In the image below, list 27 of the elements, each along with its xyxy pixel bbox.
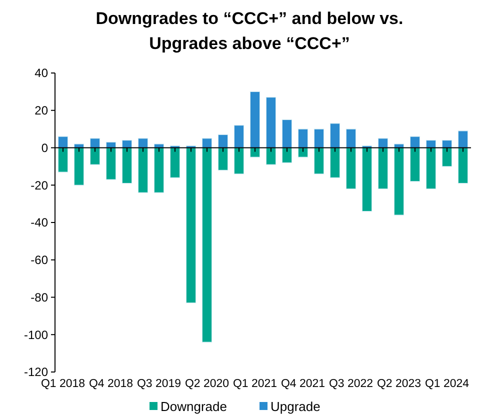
y-tick-label: 0 [41,140,48,155]
y-tick-label: 20 [34,104,48,118]
x-tick-label: Q3 2019 [136,378,182,390]
y-tick-label: -60 [30,253,48,268]
y-tick-label: -120 [24,365,48,380]
legend-label: Downgrade [160,399,227,414]
legend-label: Upgrade [270,399,320,414]
x-tick-label: Q1 2021 [232,378,278,390]
bar [186,147,196,304]
bar [154,147,164,193]
x-tick-label: Q3 2022 [328,378,374,390]
y-tick-label: -40 [30,216,48,230]
x-tick-label: Q4 2021 [280,378,326,390]
x-tick-label: Q1 2018 [40,378,86,390]
x-tick-label: Q2 2023 [376,378,422,390]
y-tick-label: -20 [30,178,48,192]
y-tick-label: 40 [34,66,48,80]
bar [394,147,404,216]
bar [74,147,84,186]
chart-title: Downgrades to “CCC+” and below vs. Upgrades above “CCC+” [96,9,404,53]
x-tick-label: Q1 2024 [424,378,470,390]
y-tick-label: -100 [24,328,48,342]
x-tick-label: Q4 2018 [88,378,134,390]
x-tick-label: Q2 2020 [184,378,230,390]
bar [362,147,372,212]
bar [170,147,180,178]
y-tick-label: -80 [30,290,48,304]
